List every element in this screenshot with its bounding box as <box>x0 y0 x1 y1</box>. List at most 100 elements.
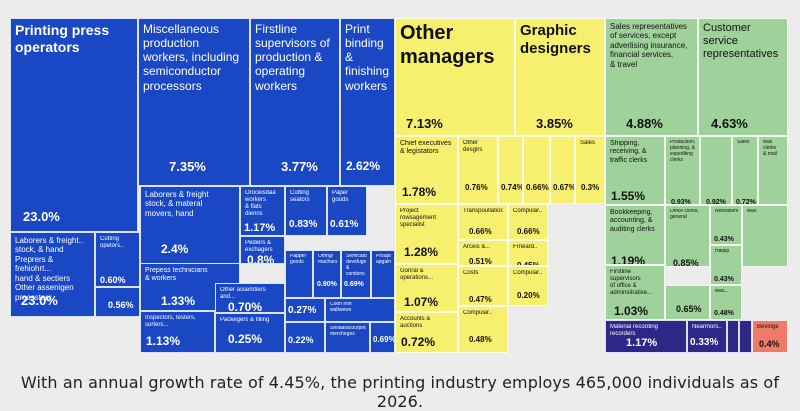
tile-label: Sales representatives of services, excep… <box>610 22 688 69</box>
tile-value: 1.17% <box>244 222 276 234</box>
tile-value: 0.20% <box>517 291 540 300</box>
treemap-tile: Transpoullatior... 0.66% <box>458 204 508 240</box>
tile-value: 4.63% <box>711 116 748 131</box>
treemap-tile: Hatsip 0.43% <box>710 245 742 285</box>
treemap-tile: Cutting seators 0.83% <box>285 186 327 236</box>
treemap-tile: Compular.. 0.66% <box>508 204 548 240</box>
tile-label: Office clerks, general <box>670 209 699 220</box>
treemap-tile: Gonral & operations... 1.07% <box>395 264 458 312</box>
tile-label: Other managers <box>400 22 495 68</box>
tile-value: 1.33% <box>161 294 196 308</box>
tile-label: Laborers & freight stock, & materal move… <box>145 190 209 218</box>
tile-value: 1.13% <box>146 334 181 348</box>
tile-value: 7.13% <box>406 116 443 131</box>
tile-value: 0.69% <box>344 281 364 288</box>
tile-label: Semicatdoes devsfuge & contions <box>346 254 367 277</box>
tile-value: 4.88% <box>626 116 663 131</box>
tile-label: Production, planning, & expediting clerk… <box>670 140 696 163</box>
tile-value: 0.72% <box>736 199 756 205</box>
tile-label: Frneard.. <box>513 244 538 250</box>
treemap-tile: Printing press operators 23.0% <box>10 18 138 232</box>
treemap-tile: Firstline supervisors of production & op… <box>250 18 340 186</box>
tile-value: 0.85% <box>673 258 699 267</box>
tile-label: Papper goods <box>290 254 307 265</box>
tile-label: Hatsip <box>715 249 730 254</box>
treemap-tile: Customer service representatives 4.63% <box>698 18 788 136</box>
tile-value: 0.51% <box>469 257 492 266</box>
tile-value: 0.90% <box>317 281 337 288</box>
tile-label: Mail clerks & mail <box>763 140 777 157</box>
tile-value: 0.22% <box>288 335 314 345</box>
treemap-tile: Firstline supervisors of office & admins… <box>605 265 665 320</box>
tile-value: 0.66% <box>469 227 492 236</box>
tile-label: Nearmors.. <box>692 324 722 330</box>
treemap-tile: 0.56% <box>95 287 140 317</box>
tile-label: Material recording recorders <box>610 324 659 338</box>
treemap-tile: Material recording recorders 1.17% <box>605 320 687 353</box>
treemap-tile: Semicatdoes devsfuge & contions 0.69% <box>341 250 371 298</box>
treemap-tile: Arceis &... 0.51% <box>458 240 508 266</box>
treemap-tile: Sales representatives of services, excep… <box>605 18 698 136</box>
tile-value: 1.03% <box>614 304 649 318</box>
tile-label: Chief executives & legistators <box>400 140 452 156</box>
treemap-filler-tile <box>727 320 739 353</box>
treemap-tile: Coon iron waltwews <box>325 298 395 322</box>
tile-value: 0.66% <box>526 183 549 192</box>
tile-value: 0.4% <box>759 339 780 349</box>
tile-value: 3.77% <box>281 159 318 174</box>
treemap-tile: 0.74% <box>498 136 523 204</box>
tile-value: 23.0% <box>21 293 58 308</box>
tile-value: 1.07% <box>404 295 439 309</box>
treemap-tile: Mail clerks & mail <box>758 136 788 205</box>
tile-value: 0.74% <box>501 183 523 192</box>
treemap-tile: Shoaaracourplnat mercheges <box>325 322 370 353</box>
tile-label: Shoaaracourplnat mercheges <box>330 326 366 337</box>
treemap-tile: Inspectors, testers, sorters... 1.13% <box>140 311 215 353</box>
tile-value: 23.0% <box>23 209 60 224</box>
tile-label: Mas <box>747 209 757 214</box>
tile-value: 0.25% <box>228 332 263 346</box>
treemap-tile: Paper goods 0.61% <box>327 186 367 236</box>
treemap-tile: Frneard.. 0.45% <box>508 240 548 266</box>
treemap-tile: Cutting opetors.. 0.60% <box>95 232 140 287</box>
tile-value: 1.28% <box>404 245 439 259</box>
tile-label: Firstline supervisors of office & admins… <box>610 269 653 297</box>
treemap-tile: 0.92% <box>700 136 732 205</box>
treemap-tile: Laborers & freight stock, & materal move… <box>140 186 240 266</box>
treemap-tile: Compular.. 0.20% <box>508 266 548 306</box>
tile-label: Compular.. <box>513 208 543 214</box>
treemap-tile: 0.69% <box>370 322 395 353</box>
tile-label: Sales <box>737 140 750 145</box>
treemap-tile: Other desgirs 0.76% <box>458 136 498 204</box>
tile-value: 0.27% <box>288 305 317 316</box>
tile-value: 1.17% <box>626 337 658 349</box>
treemap-tile: Sales 0.3% <box>575 136 605 204</box>
tile-value: 2.4% <box>161 242 189 256</box>
tile-label: Other desgirs <box>463 140 483 154</box>
tile-label: Print binding & finishing workers <box>345 22 390 93</box>
treemap-tile: Oroceisdaa workers & flats dienns 1.17% <box>240 186 285 236</box>
tile-value: 0.60% <box>100 275 126 285</box>
tile-label: Printing press operators <box>15 22 110 55</box>
treemap-tile: Graphic designers 3.85% <box>515 18 605 136</box>
treemap-tile: Pediers & exchagers 0.8% <box>240 236 285 264</box>
tile-label: Packegers & filling <box>220 317 270 323</box>
tile-value: 1.19% <box>611 254 646 265</box>
treemap-tile: Print binding & finishing workers 2.62% <box>340 18 395 186</box>
treemap-tile: 0.67% <box>550 136 575 204</box>
tile-label: Laborers & freight.. stock, & hand Prepr… <box>15 236 84 302</box>
tile-value: 0.65% <box>676 304 702 314</box>
treemap-tile: Proupir apgalm <box>371 250 395 298</box>
treemap-tile: 0.27% <box>285 298 325 322</box>
tile-label: Bevinge <box>757 324 779 330</box>
tile-value: 0.70% <box>228 300 263 313</box>
treemap-tile: Papper goods <box>285 250 313 298</box>
tile-value: 0.48% <box>714 310 734 317</box>
tile-value: 0.43% <box>714 276 734 283</box>
tile-value: 7.35% <box>169 159 206 174</box>
tile-value: 0.45% <box>517 261 540 266</box>
tile-label: Accounts & auctions <box>400 316 431 330</box>
chart-caption: With an annual growth rate of 4.45%, the… <box>20 373 780 411</box>
tile-value: 0.56% <box>108 300 134 310</box>
tile-label: Inspectors, testers, sorters... <box>145 315 196 329</box>
